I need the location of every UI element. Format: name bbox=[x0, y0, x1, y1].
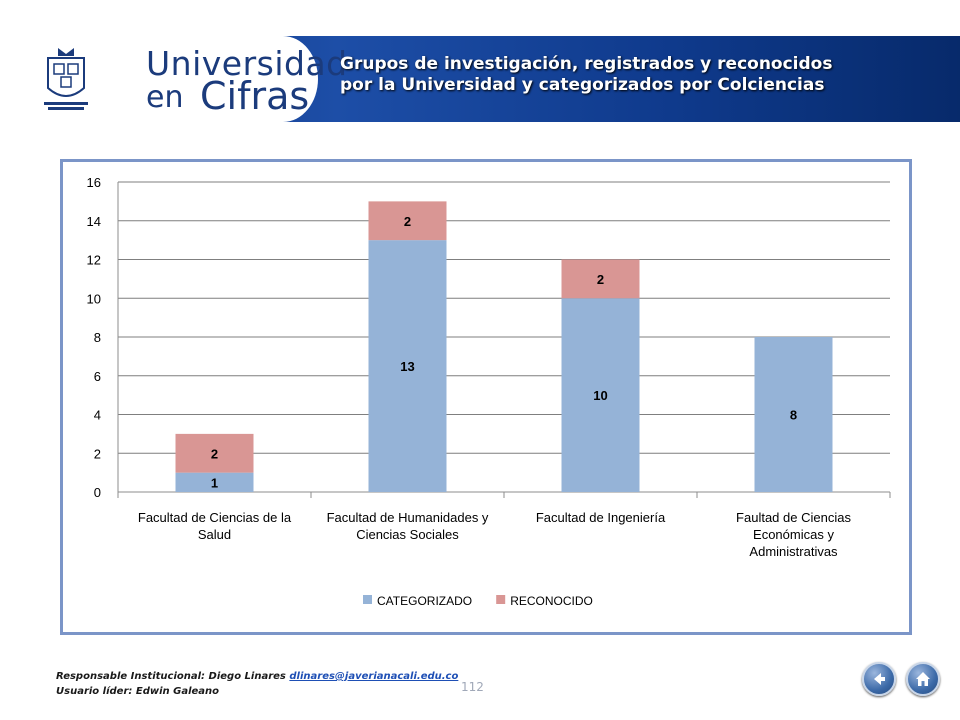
bar-reconocido bbox=[175, 433, 254, 473]
page-title: Grupos de investigación, registrados y r… bbox=[340, 54, 900, 96]
y-tick-label: 8 bbox=[94, 330, 101, 345]
y-tick-label: 4 bbox=[94, 408, 101, 423]
x-category-label: Ciencias Sociales bbox=[356, 527, 459, 542]
responsible-email-link[interactable]: dlinares@javerianacali.edu.co bbox=[289, 671, 459, 682]
bar-categorizado bbox=[368, 240, 447, 492]
data-label: 2 bbox=[597, 272, 604, 287]
university-crest-logo bbox=[44, 48, 88, 110]
x-category-label: Salud bbox=[198, 527, 231, 542]
brand-title-en: en bbox=[146, 80, 184, 115]
data-label: 2 bbox=[404, 214, 411, 229]
bar-categorizado bbox=[754, 337, 833, 492]
responsible-label: Responsable Institucional: Diego Linares bbox=[56, 671, 290, 682]
y-tick-label: 16 bbox=[87, 175, 101, 190]
data-label: 10 bbox=[593, 388, 607, 403]
home-button[interactable] bbox=[906, 662, 940, 696]
bar-categorizado bbox=[561, 298, 640, 492]
chart-frame: 0 2 4 6 8 10 12 14 16 1 2 Facultad de Ciencias de l… bbox=[60, 159, 912, 635]
responsible-line: Responsable Institucional: Diego Linares… bbox=[56, 669, 458, 684]
brand-panel: Universidad en Cifras bbox=[0, 36, 347, 122]
legend-label: RECONOCIDO bbox=[510, 594, 593, 608]
y-tick-label: 12 bbox=[87, 253, 101, 268]
y-tick-label: 14 bbox=[87, 214, 101, 229]
leader-line: Usuario líder: Edwin Galeano bbox=[56, 686, 220, 697]
y-tick-label: 6 bbox=[94, 369, 101, 384]
bar-reconocido bbox=[561, 259, 640, 299]
x-category-label: Facultad de Ciencias de la bbox=[138, 510, 292, 525]
legend-label: CATEGORIZADO bbox=[377, 594, 472, 608]
x-category-label: Faultad de Ciencias bbox=[736, 510, 851, 525]
y-tick-label: 0 bbox=[94, 485, 101, 500]
y-tick-label: 10 bbox=[87, 291, 101, 306]
back-arrow-icon bbox=[874, 673, 885, 685]
data-label: 8 bbox=[790, 408, 797, 423]
page-title-line2: por la Universidad y categorizados por C… bbox=[340, 75, 825, 95]
page-number: 112 bbox=[461, 680, 484, 694]
legend-swatch bbox=[363, 595, 372, 604]
brand-title-universidad: Universidad bbox=[146, 44, 348, 83]
x-category-label: Administrativas bbox=[749, 544, 838, 559]
y-tick-label: 2 bbox=[94, 446, 101, 461]
x-category-label: Facultad de Ingeniería bbox=[536, 510, 666, 525]
data-label: 1 bbox=[211, 475, 218, 490]
legend-swatch bbox=[496, 595, 506, 604]
header-banner: Universidad en Cifras Grupos de investig… bbox=[0, 36, 960, 122]
x-category-label: Facultad de Humanidades y bbox=[327, 510, 489, 525]
footer-credits: Responsable Institucional: Diego Linares… bbox=[56, 669, 458, 699]
back-button[interactable] bbox=[862, 662, 896, 696]
home-icon bbox=[916, 672, 930, 686]
brand-title-cifras: Cifras bbox=[200, 74, 310, 118]
data-label: 13 bbox=[400, 359, 414, 374]
x-category-label: Económicas y bbox=[753, 527, 834, 542]
bar-categorizado bbox=[175, 472, 254, 492]
bar-reconocido bbox=[368, 201, 447, 241]
data-label: 2 bbox=[211, 446, 218, 461]
page-title-line1: Grupos de investigación, registrados y r… bbox=[340, 54, 833, 74]
